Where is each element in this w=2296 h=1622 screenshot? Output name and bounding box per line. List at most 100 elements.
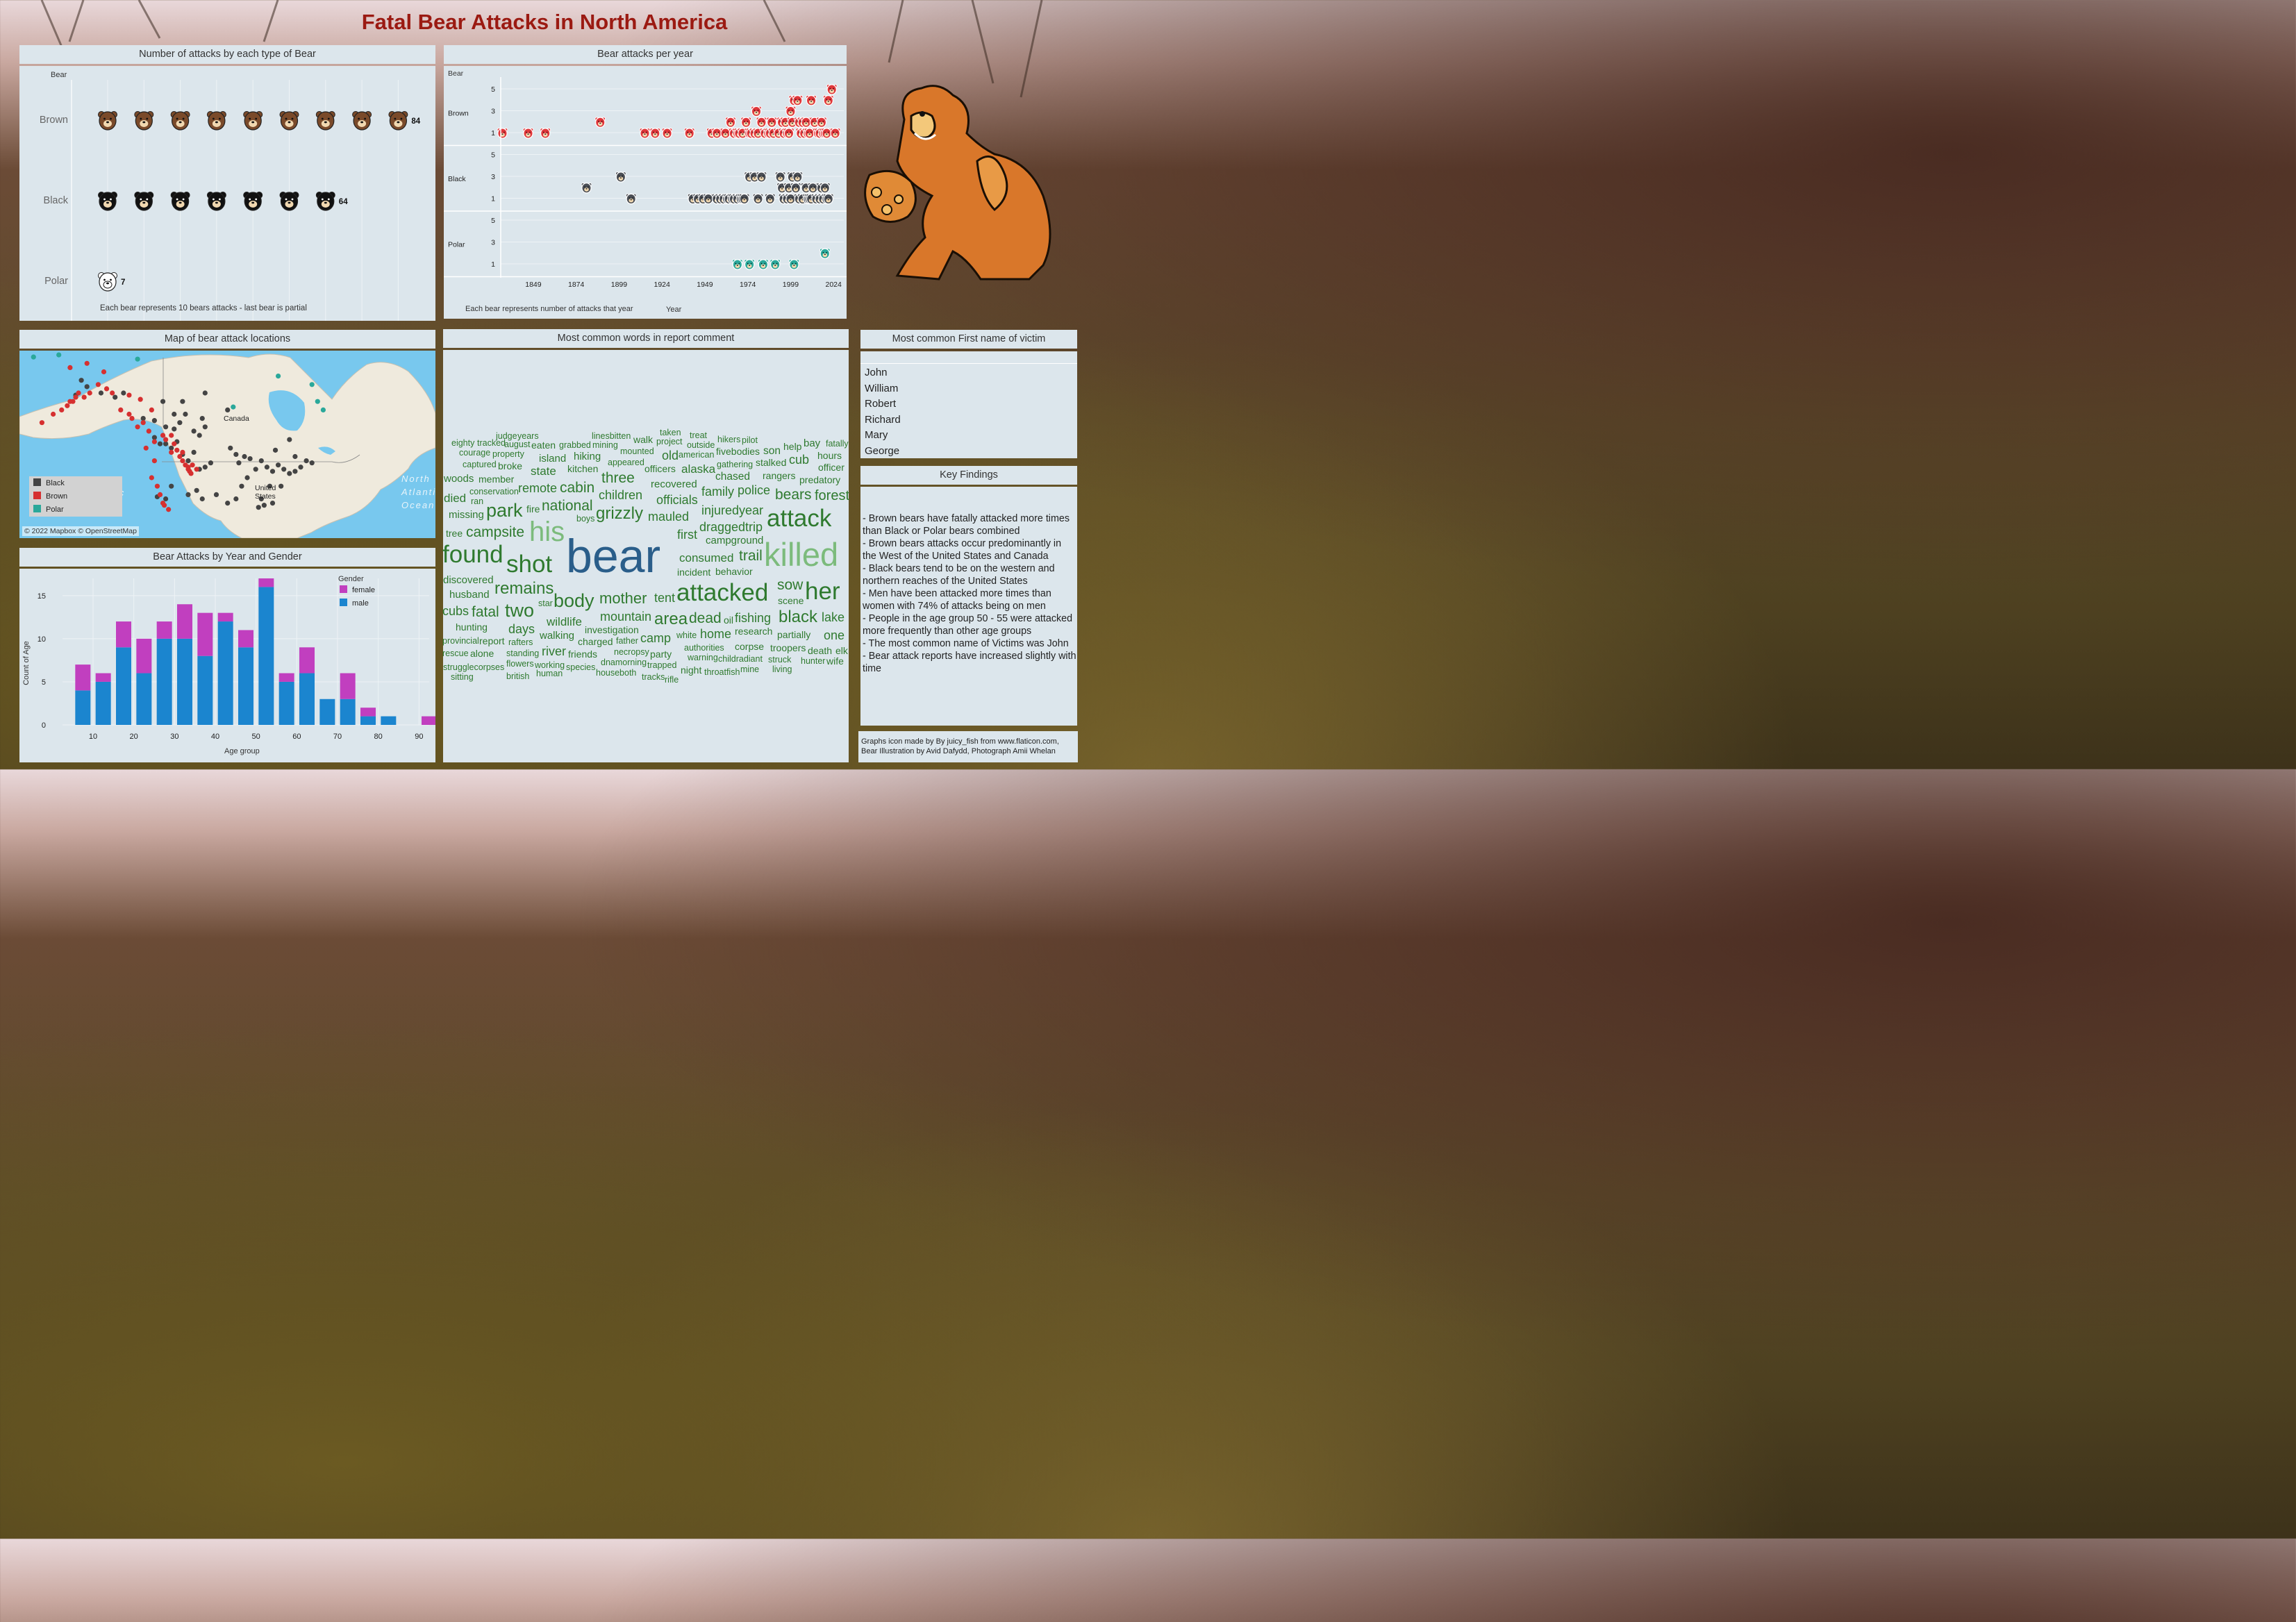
map-point — [103, 386, 110, 392]
word-cloud-word: dnamorning — [601, 658, 647, 667]
word-cloud-word: living — [772, 664, 792, 674]
word-cloud-word: lake — [822, 610, 845, 624]
word-cloud-word: corpse — [735, 641, 765, 652]
word-cloud-word: mounted — [620, 446, 654, 456]
legend-swatch — [33, 478, 41, 486]
word-cloud-word: officer — [818, 462, 845, 473]
word-cloud-word: ran — [471, 496, 484, 506]
map-point — [140, 416, 146, 421]
word-cloud-word: officials — [656, 493, 698, 507]
gender-ytick: 0 — [42, 721, 46, 730]
map-point — [177, 453, 183, 460]
map-legend-item[interactable]: Brown — [33, 492, 67, 503]
map-point — [269, 469, 276, 474]
year-bear-mark — [731, 259, 743, 270]
map-points — [31, 352, 326, 512]
types-axis-label: Bear — [51, 71, 67, 79]
findings-list: - Brown bears have fatally attacked more… — [863, 512, 1076, 675]
map-attribution[interactable]: © 2022 Mapbox © OpenStreetMap — [22, 526, 139, 536]
bear-icon — [279, 192, 299, 211]
victim-name: Mary — [865, 429, 888, 441]
map-point — [202, 465, 208, 470]
map-point — [199, 496, 205, 502]
word-cloud-word: missing — [449, 509, 484, 521]
year-bear-mark — [790, 182, 801, 194]
map-point — [163, 441, 169, 446]
map-point — [242, 453, 247, 460]
word-cloud-word: father — [616, 636, 638, 646]
word-cloud-word: tree — [446, 528, 463, 539]
word-cloud-word: help — [783, 441, 802, 452]
bear-icon — [98, 111, 117, 131]
credits-line-2: Bear Illustration by Avid Dafydd, Photog… — [861, 747, 1056, 755]
map[interactable] — [19, 351, 435, 538]
year-bear-mark — [826, 84, 838, 95]
map-point — [225, 407, 231, 412]
finding-item: - Black bears tend to be on the western … — [863, 563, 1055, 587]
bar-female — [340, 673, 356, 699]
map-point — [253, 467, 258, 472]
map-point — [197, 433, 202, 438]
word-cloud-word: linesbitten — [592, 431, 631, 441]
victim-name: George — [865, 444, 900, 457]
word-cloud-word: rafters — [508, 637, 533, 647]
gender-ytick: 10 — [38, 635, 46, 644]
gender-xtick: 80 — [374, 733, 383, 741]
word-cloud-word: trail — [739, 548, 763, 564]
year-xtick: 1974 — [740, 281, 756, 289]
bear-icon — [315, 192, 335, 211]
map-legend-item[interactable]: Black — [33, 478, 65, 490]
word-cloud-word: authorities — [684, 643, 724, 653]
map-point — [163, 424, 169, 430]
map-point — [56, 352, 62, 358]
word-cloud-word: recovered — [651, 478, 697, 490]
map-point — [256, 505, 261, 510]
words-panel — [443, 350, 849, 762]
word-cloud-word: predatory — [799, 474, 841, 485]
gender-legend-item[interactable]: male — [340, 599, 369, 608]
bear-icon — [206, 111, 226, 131]
bar-female — [217, 612, 233, 622]
word-cloud-word: island — [539, 453, 567, 465]
map-label-canada: Canada — [224, 415, 249, 423]
year-bear-mark — [792, 94, 804, 106]
map-hudson-bay — [268, 390, 306, 431]
map-point — [129, 416, 135, 421]
map-point — [239, 483, 244, 489]
word-cloud-word: mountain — [600, 610, 652, 624]
gender-xtick: 30 — [170, 733, 178, 741]
gender-legend-item[interactable]: female — [340, 585, 375, 594]
types-note: Each bear represents 10 bears attacks - … — [100, 304, 307, 312]
credits-line-1: Graphs icon made by By juicy_fish from w… — [861, 737, 1059, 746]
bar-female — [258, 578, 274, 587]
gender-ytick: 15 — [38, 592, 46, 601]
map-point — [31, 354, 36, 360]
word-cloud-word: remote — [518, 481, 558, 495]
background-photo — [40, 0, 1043, 98]
year-bear-mark — [639, 128, 651, 139]
bear-icon — [134, 192, 154, 211]
map-point — [160, 433, 166, 438]
map-point — [118, 407, 124, 412]
bear-icon — [206, 192, 226, 211]
map-point — [121, 390, 126, 396]
bar-female — [360, 708, 376, 717]
legend-swatch — [33, 505, 41, 512]
year-bear-mark — [744, 259, 756, 270]
year-bear-mark — [756, 117, 767, 128]
word-cloud-word: hiking — [574, 451, 601, 462]
word-cloud-word: working — [535, 660, 565, 670]
map-point — [231, 404, 236, 410]
word-cloud-word: remains — [494, 579, 554, 598]
bear-icon — [243, 111, 263, 131]
word-cloud-word: body — [554, 590, 594, 611]
bear-icon — [352, 111, 372, 131]
year-panel-title: Bear attacks per year — [444, 45, 847, 64]
map-point — [110, 390, 115, 396]
year-xtick: 1899 — [611, 281, 628, 289]
map-legend-item[interactable]: Polar — [33, 505, 64, 516]
word-cloud-word: charged — [578, 636, 613, 647]
bar-male — [95, 681, 111, 725]
word-cloud-word: trapped — [647, 660, 677, 670]
word-cloud-word: behavior — [715, 566, 753, 577]
